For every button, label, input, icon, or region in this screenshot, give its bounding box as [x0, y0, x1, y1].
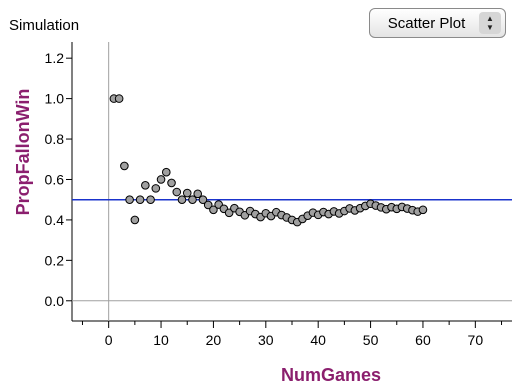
y-tick-label: 0.4 [45, 212, 65, 228]
data-point [224, 208, 234, 218]
data-point [193, 189, 203, 199]
y-axis-title: PropFallonWin [13, 89, 33, 216]
y-tick-label: 0.2 [45, 252, 65, 268]
data-point [177, 195, 187, 204]
data-point [151, 184, 161, 193]
data-point [209, 205, 218, 215]
y-tick-label: 0.6 [45, 171, 65, 187]
x-tick-label: 20 [206, 332, 222, 348]
up-down-arrows-icon[interactable]: ▲ ▼ [479, 12, 501, 34]
data-point [120, 161, 129, 171]
x-tick-label: 0 [105, 332, 113, 348]
data-point [198, 195, 208, 204]
data-point [146, 195, 155, 204]
x-tick-label: 10 [153, 332, 169, 348]
data-point [203, 200, 213, 210]
x-tick-label: 40 [310, 332, 326, 348]
y-tick-label: 0.0 [45, 293, 65, 309]
x-tick-label: 30 [258, 332, 274, 348]
data-point [125, 195, 134, 204]
x-tick-label: 50 [363, 332, 379, 348]
data-point [172, 187, 182, 197]
data-point [130, 215, 140, 225]
x-axis-title: NumGames [281, 365, 381, 383]
data-point [141, 181, 150, 190]
y-tick-label: 1.0 [45, 91, 65, 107]
panel-title: Simulation [9, 17, 80, 34]
x-tick-label: 60 [415, 332, 431, 348]
data-point [135, 195, 145, 204]
data-point [114, 94, 124, 103]
data-point [167, 178, 176, 188]
plot-type-label: Scatter Plot [387, 14, 466, 32]
y-tick-label: 1.2 [45, 50, 65, 66]
data-point [182, 188, 192, 198]
data-point [418, 205, 428, 215]
data-point [161, 167, 171, 177]
x-tick-label: 70 [468, 332, 484, 348]
plot-type-select[interactable]: Scatter Plot ▲ ▼ [369, 8, 506, 38]
data-point [188, 195, 197, 204]
y-tick-label: 0.8 [45, 131, 65, 147]
data-point [156, 175, 166, 184]
